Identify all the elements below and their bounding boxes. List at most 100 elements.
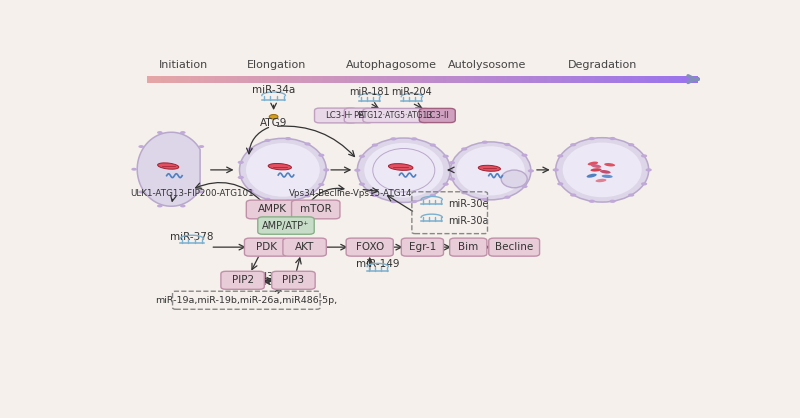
Circle shape (305, 142, 310, 145)
Bar (574, 76, 575, 83)
Circle shape (528, 169, 534, 173)
Text: Autolysosome: Autolysosome (448, 60, 526, 70)
Bar (463, 76, 465, 83)
Bar (340, 76, 342, 83)
Circle shape (504, 143, 510, 146)
FancyBboxPatch shape (402, 238, 443, 256)
Bar (455, 76, 458, 83)
Text: Vps34-Becline-Vps15-ATG14: Vps34-Becline-Vps15-ATG14 (290, 189, 413, 198)
Circle shape (449, 161, 455, 164)
Bar (266, 76, 268, 83)
Bar (308, 76, 310, 83)
Circle shape (157, 204, 162, 207)
Bar (323, 76, 325, 83)
Bar (371, 76, 373, 83)
Ellipse shape (358, 138, 450, 202)
Bar (498, 76, 500, 83)
Bar (689, 76, 691, 83)
Bar (550, 76, 551, 83)
Bar (305, 76, 306, 83)
Bar (360, 76, 362, 83)
Bar (465, 76, 466, 83)
Text: AKT: AKT (295, 242, 314, 252)
Bar (564, 76, 566, 83)
Circle shape (522, 185, 528, 188)
Bar (152, 76, 154, 83)
Ellipse shape (456, 146, 525, 196)
Bar (612, 76, 614, 83)
Bar (476, 76, 478, 83)
Bar (470, 76, 472, 83)
Bar (288, 76, 290, 83)
Bar (590, 76, 592, 83)
Bar (654, 76, 656, 83)
Bar (356, 76, 358, 83)
Bar (350, 76, 353, 83)
Bar (292, 76, 294, 83)
Bar (285, 76, 286, 83)
Bar (154, 76, 156, 83)
Bar (483, 76, 485, 83)
Circle shape (180, 131, 186, 134)
Bar (482, 76, 483, 83)
Bar (257, 76, 258, 83)
Bar (330, 76, 332, 83)
Circle shape (265, 198, 270, 201)
Bar (448, 76, 450, 83)
Circle shape (430, 194, 436, 197)
Bar (268, 76, 270, 83)
FancyBboxPatch shape (344, 108, 373, 123)
Bar (366, 76, 367, 83)
Bar (326, 76, 329, 83)
Bar (608, 76, 610, 83)
Bar (597, 76, 599, 83)
Bar (418, 76, 421, 83)
Text: LC3-II: LC3-II (426, 111, 450, 120)
Text: Becline: Becline (495, 242, 534, 252)
Bar (422, 76, 424, 83)
Text: miR-30a: miR-30a (449, 217, 489, 227)
Bar (390, 76, 391, 83)
Bar (430, 76, 431, 83)
Bar (560, 76, 562, 83)
Ellipse shape (595, 179, 606, 182)
Bar (301, 76, 303, 83)
Circle shape (570, 194, 576, 196)
Text: Elongation: Elongation (247, 60, 306, 70)
Bar (605, 76, 606, 83)
Bar (400, 76, 402, 83)
Bar (446, 76, 448, 83)
Bar (472, 76, 474, 83)
Bar (555, 76, 557, 83)
Bar (240, 76, 242, 83)
Text: miR-19a,miR-19b,miR-26a,miR486-5p,: miR-19a,miR-19b,miR-26a,miR486-5p, (155, 296, 338, 305)
Circle shape (411, 137, 418, 140)
Bar (602, 76, 605, 83)
Polygon shape (138, 132, 200, 206)
Bar (262, 76, 264, 83)
Bar (319, 76, 322, 83)
Bar (391, 76, 393, 83)
Bar (318, 76, 319, 83)
Circle shape (482, 140, 488, 144)
Bar (251, 76, 253, 83)
Bar (645, 76, 646, 83)
Bar (426, 76, 428, 83)
Bar (358, 76, 360, 83)
Bar (639, 76, 642, 83)
Bar (687, 76, 689, 83)
Bar (537, 76, 538, 83)
Bar (656, 76, 658, 83)
Bar (454, 76, 455, 83)
Bar (623, 76, 625, 83)
Bar (170, 76, 172, 83)
Bar (277, 76, 279, 83)
Bar (274, 76, 275, 83)
Circle shape (265, 139, 270, 142)
Circle shape (372, 143, 378, 147)
Bar (393, 76, 395, 83)
Bar (468, 76, 470, 83)
Bar (275, 76, 277, 83)
Bar (632, 76, 634, 83)
Circle shape (449, 177, 455, 181)
